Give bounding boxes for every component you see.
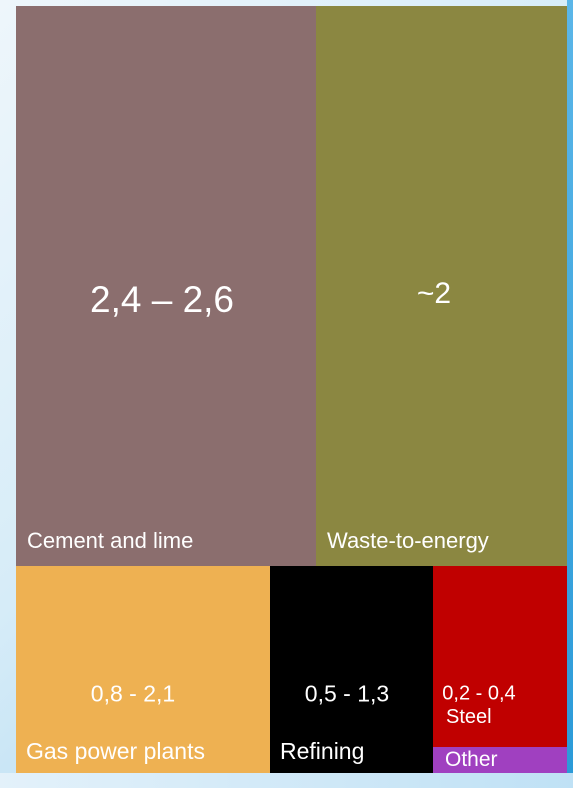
tile-value-refining: 0,5 - 1,3 xyxy=(304,680,390,707)
tile-waste-to-energy: ~2 Waste-to-energy xyxy=(316,6,567,566)
tile-value-cement-and-lime: 2,4 – 2,6 xyxy=(89,279,235,320)
tile-label-refining: Refining xyxy=(280,738,365,764)
tile-label-other: Other xyxy=(445,748,498,771)
tile-steel: 0,2 - 0,4 Steel xyxy=(433,566,567,747)
background-edge-right xyxy=(567,0,573,788)
tile-label-cement-and-lime: Cement and lime xyxy=(27,528,194,553)
tile-value-waste-to-energy: ~2 xyxy=(416,277,452,310)
tile-label-waste-to-energy: Waste-to-energy xyxy=(327,528,489,553)
tile-label-gas-power-plants: Gas power plants xyxy=(26,738,205,764)
tile-gas-power-plants: 0,8 - 2,1 Gas power plants xyxy=(16,566,270,773)
tile-other: Other xyxy=(433,747,567,773)
tile-value-gas-power-plants: 0,8 - 2,1 xyxy=(90,680,176,707)
tile-label-steel: Steel xyxy=(446,706,492,728)
tile-refining: 0,5 - 1,3 Refining xyxy=(270,566,433,773)
tile-value-steel: 0,2 - 0,4 xyxy=(442,682,516,705)
background-edge-bottom xyxy=(0,773,573,788)
tile-cement-and-lime: 2,4 – 2,6 Cement and lime xyxy=(16,6,316,566)
